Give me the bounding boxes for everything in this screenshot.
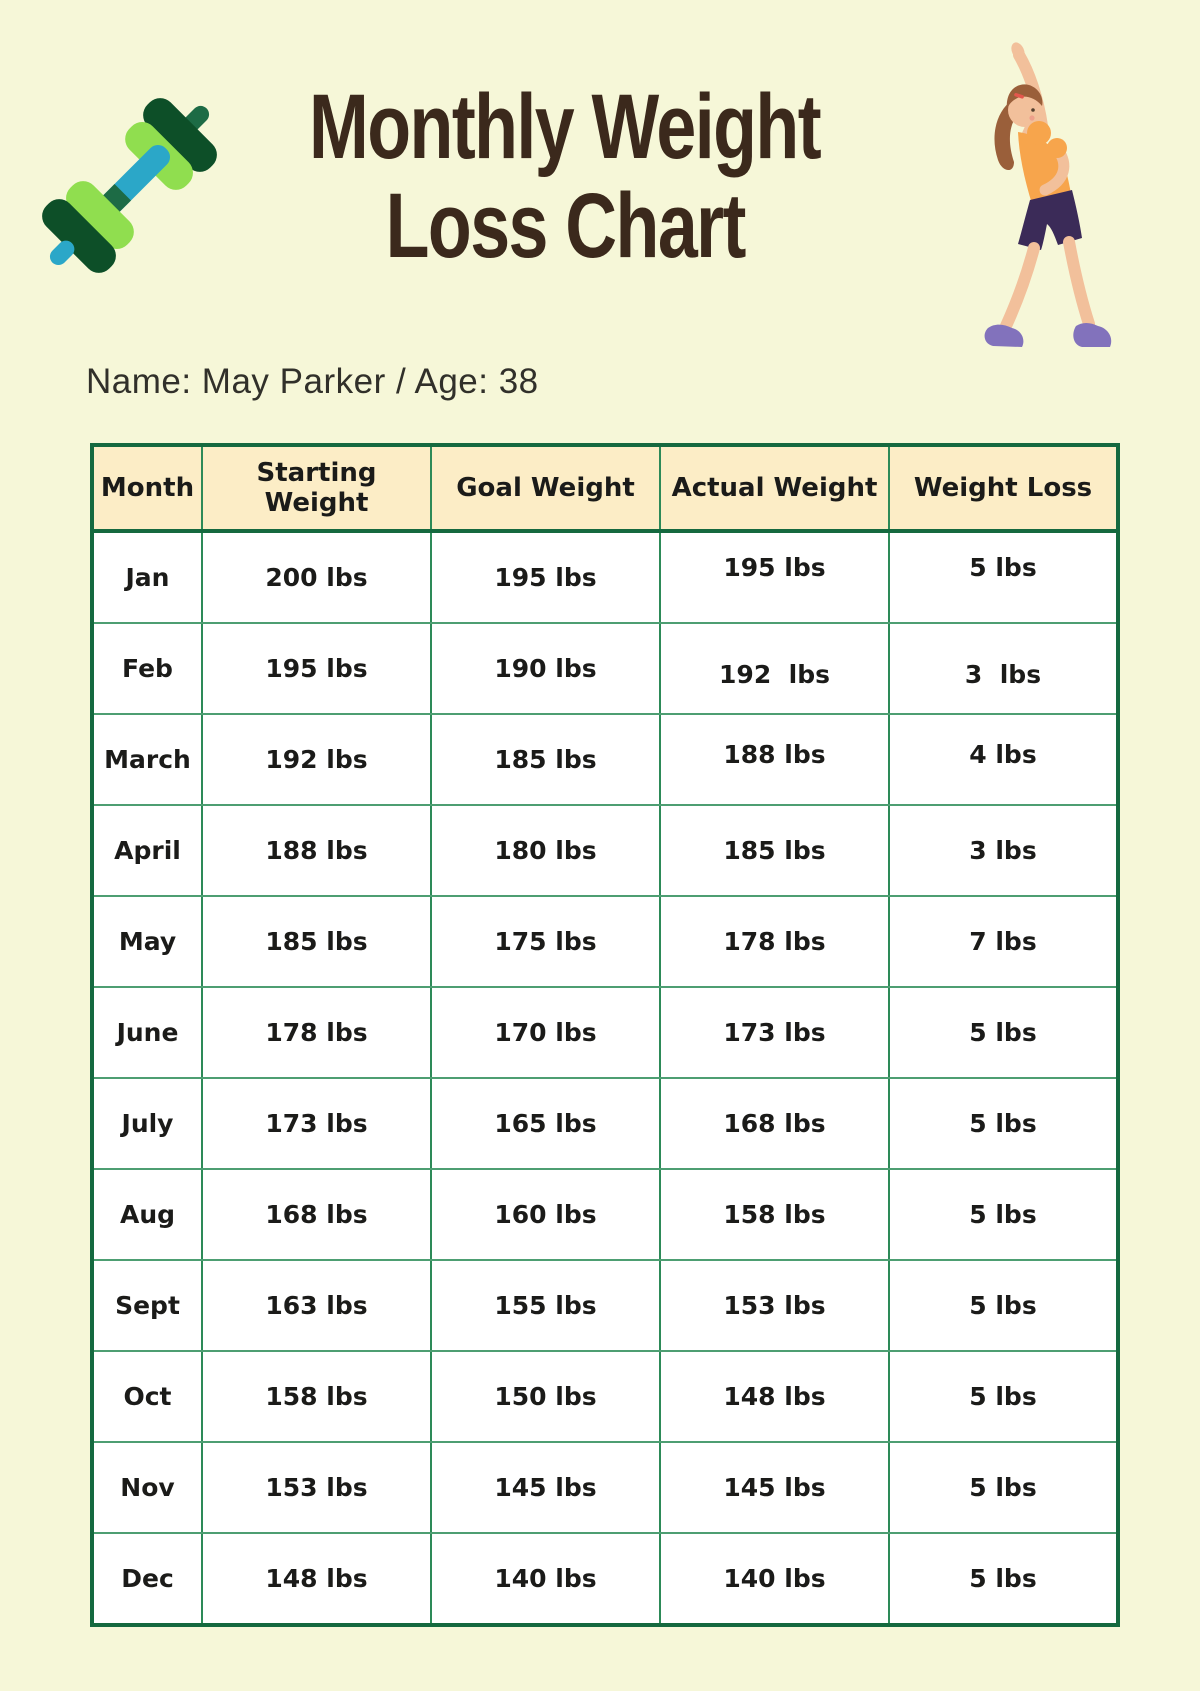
value-cell: 185 lbs: [659, 804, 890, 897]
value-cell: 195 lbs: [430, 530, 661, 624]
month-cell: Dec: [91, 1532, 203, 1626]
table-row: Oct 158 lbs 150 lbs 148 lbs 5 lbs: [91, 1350, 1119, 1443]
value-cell: 173 lbs: [201, 1077, 432, 1170]
table-row: June 178 lbs 170 lbs 173 lbs 5 lbs: [91, 986, 1119, 1079]
value-cell: 145 lbs: [430, 1441, 661, 1534]
dumbbell-icon: [28, 72, 240, 294]
month-cell: June: [91, 986, 203, 1079]
value-cell: 158 lbs: [659, 1168, 890, 1261]
weight-loss-table-container: Month Starting Weight Goal Weight Actual We…: [90, 443, 1120, 1627]
column-header-starting-weight: Starting Weight: [201, 445, 432, 533]
table-row: Aug 168 lbs 160 lbs 158 lbs 5 lbs: [91, 1168, 1119, 1261]
value-cell: 148 lbs: [659, 1350, 890, 1443]
table-row: Dec 148 lbs 140 lbs 140 lbs 5 lbs: [91, 1532, 1119, 1626]
table-header-row: Month Starting Weight Goal Weight Actual We…: [91, 445, 1119, 533]
value-cell: 163 lbs: [201, 1259, 432, 1352]
value-cell: 180 lbs: [430, 804, 661, 897]
column-header-weight-loss: Weight Loss: [888, 445, 1119, 533]
table-body: Jan 200 lbs 195 lbs 195 lbs 5 lbs Feb 195 lbs 1…: [91, 530, 1119, 1626]
value-cell: 178 lbs: [659, 895, 890, 988]
exercising-woman-icon: [972, 38, 1122, 360]
value-cell: 160 lbs: [430, 1168, 661, 1261]
value-cell: 5 lbs: [888, 530, 1119, 624]
table-row: April 188 lbs 180 lbs 185 lbs 3 lbs: [91, 804, 1119, 897]
value-cell: 148 lbs: [201, 1532, 432, 1626]
month-cell: March: [91, 713, 203, 806]
value-cell: 153 lbs: [659, 1259, 890, 1352]
table-row: May 185 lbs 175 lbs 178 lbs 7 lbs: [91, 895, 1119, 988]
value-cell: 5 lbs: [888, 986, 1119, 1079]
value-cell: 190 lbs: [430, 622, 661, 715]
month-cell: Jan: [91, 530, 203, 624]
value-cell: 185 lbs: [430, 713, 661, 806]
page-title-line2: Loss Chart: [385, 175, 746, 277]
month-cell: Nov: [91, 1441, 203, 1534]
month-cell: Oct: [91, 1350, 203, 1443]
table-row: Sept 163 lbs 155 lbs 153 lbs 5 lbs: [91, 1259, 1119, 1352]
value-cell: 168 lbs: [201, 1168, 432, 1261]
value-cell: 192 lbs: [201, 713, 432, 806]
value-cell: 145 lbs: [659, 1441, 890, 1534]
value-cell: 168 lbs: [659, 1077, 890, 1170]
table-row: Feb 195 lbs 190 lbs 192 lbs 3 lbs: [91, 622, 1119, 715]
value-cell: 185 lbs: [201, 895, 432, 988]
value-cell: 155 lbs: [430, 1259, 661, 1352]
value-cell: 3 lbs: [888, 622, 1119, 715]
value-cell: 158 lbs: [201, 1350, 432, 1443]
value-cell: 195 lbs: [659, 530, 890, 624]
value-cell: 175 lbs: [430, 895, 661, 988]
column-header-actual-weight: Actual Weight: [659, 445, 890, 533]
value-cell: 5 lbs: [888, 1441, 1119, 1534]
table-row: July 173 lbs 165 lbs 168 lbs 5 lbs: [91, 1077, 1119, 1170]
month-cell: July: [91, 1077, 203, 1170]
value-cell: 178 lbs: [201, 986, 432, 1079]
value-cell: 5 lbs: [888, 1259, 1119, 1352]
value-cell: 140 lbs: [659, 1532, 890, 1626]
table-row: Nov 153 lbs 145 lbs 145 lbs 5 lbs: [91, 1441, 1119, 1534]
month-cell: Sept: [91, 1259, 203, 1352]
value-cell: 5 lbs: [888, 1077, 1119, 1170]
value-cell: 170 lbs: [430, 986, 661, 1079]
table-row: March 192 lbs 185 lbs 188 lbs 4 lbs: [91, 713, 1119, 806]
value-cell: 5 lbs: [888, 1532, 1119, 1626]
value-cell: 140 lbs: [430, 1532, 661, 1626]
value-cell: 188 lbs: [201, 804, 432, 897]
value-cell: 192 lbs: [659, 622, 890, 715]
column-header-goal-weight: Goal Weight: [430, 445, 661, 533]
table-header: Month Starting Weight Goal Weight Actual We…: [91, 445, 1119, 533]
table-row: Jan 200 lbs 195 lbs 195 lbs 5 lbs: [91, 530, 1119, 624]
value-cell: 5 lbs: [888, 1168, 1119, 1261]
value-cell: 195 lbs: [201, 622, 432, 715]
value-cell: 7 lbs: [888, 895, 1119, 988]
month-cell: May: [91, 895, 203, 988]
value-cell: 3 lbs: [888, 804, 1119, 897]
column-header-month: Month: [91, 445, 203, 533]
value-cell: 165 lbs: [430, 1077, 661, 1170]
value-cell: 153 lbs: [201, 1441, 432, 1534]
value-cell: 5 lbs: [888, 1350, 1119, 1443]
value-cell: 188 lbs: [659, 713, 890, 806]
weight-loss-table: Month Starting Weight Goal Weight Actual We…: [90, 443, 1120, 1627]
value-cell: 4 lbs: [888, 713, 1119, 806]
value-cell: 150 lbs: [430, 1350, 661, 1443]
month-cell: Feb: [91, 622, 203, 715]
page-title-line1: Monthly Weight: [309, 76, 823, 178]
month-cell: Aug: [91, 1168, 203, 1261]
month-cell: April: [91, 804, 203, 897]
page-title: Monthly Weight Loss Chart: [230, 78, 900, 276]
value-cell: 200 lbs: [201, 530, 432, 624]
name-age-text: Name: May Parker / Age: 38: [86, 362, 539, 401]
value-cell: 173 lbs: [659, 986, 890, 1079]
